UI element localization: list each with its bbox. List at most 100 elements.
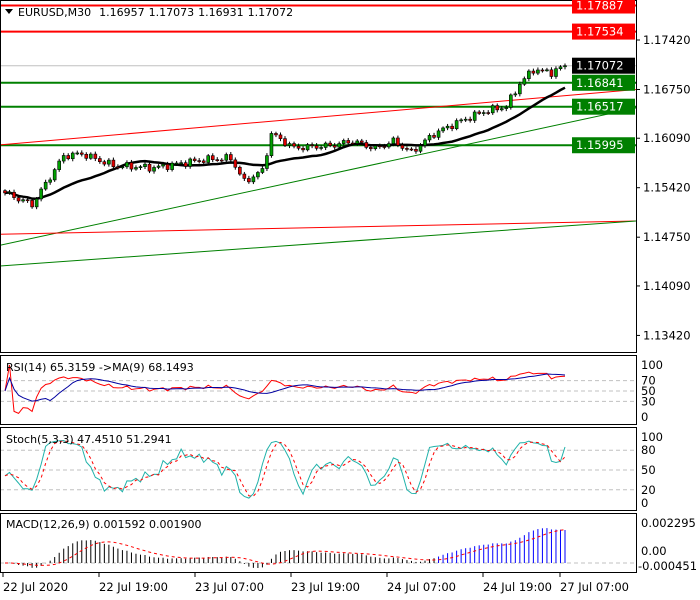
candle-body [323, 142, 328, 148]
price-label-bg [572, 74, 635, 91]
candle-body [305, 144, 310, 151]
candle-body [504, 107, 509, 109]
candle-body [174, 162, 179, 165]
price-tick-label: 1.13420 [643, 328, 691, 342]
candle-body [287, 143, 292, 146]
candle-body [79, 152, 84, 155]
candle-body [423, 139, 427, 146]
candle-body [563, 65, 567, 68]
stoch-tick-label: 80 [641, 443, 656, 457]
candle-body [274, 133, 278, 136]
candle-body [554, 68, 558, 77]
candle-body [107, 159, 111, 165]
candle-body [152, 167, 156, 172]
candle-body [522, 78, 527, 85]
candle-body [387, 143, 391, 148]
candle-body [188, 158, 192, 167]
candle-body [369, 147, 373, 150]
candle-body [39, 188, 43, 200]
rsi-title: RSI(14) 65.3159 ->MA(9) 68.1493 [6, 361, 194, 374]
candle-body [441, 127, 445, 132]
candle-body [477, 111, 481, 114]
panel-frame [0, 427, 637, 511]
candle-body [7, 191, 12, 194]
candle-body [549, 69, 554, 77]
stoch-signal-line [4, 440, 566, 497]
candle-body [215, 159, 220, 161]
trend-line [0, 220, 637, 235]
candle-body [400, 144, 405, 149]
time-tick-label: 23 Jul 07:00 [195, 580, 264, 594]
candle-body [16, 197, 21, 202]
panel-frame [0, 0, 637, 353]
candle-body [21, 199, 25, 202]
candle-body [143, 163, 147, 167]
bid-price-label: 1.17072 [576, 59, 624, 73]
candle-body [201, 160, 206, 163]
candle-body [405, 148, 409, 150]
macd-signal-line [4, 529, 566, 566]
candle-body [355, 140, 360, 144]
candle-body [89, 153, 93, 159]
candle-body [283, 138, 287, 146]
candle-body [332, 145, 337, 148]
candle-body [472, 111, 477, 121]
candle-body [25, 199, 30, 202]
candle-body [116, 166, 120, 168]
candle-body [93, 153, 98, 159]
candle-body [120, 166, 125, 169]
candle-body [382, 146, 387, 148]
candle-body [129, 162, 134, 170]
bid-label-bg [572, 57, 635, 74]
candle-body [219, 159, 224, 162]
macd-title: MACD(12,26,9) 0.001592 0.001900 [6, 518, 202, 531]
price-level-label: 1.15995 [576, 138, 624, 152]
candle-body [509, 94, 513, 108]
candle-body [84, 153, 89, 159]
candle-body [518, 83, 522, 95]
price-tick-label: 1.17420 [643, 33, 691, 47]
candle-body [513, 93, 518, 96]
chart-header: EURUSD,M30 1.16957 1.17073 1.16931 1.17072 [18, 6, 293, 19]
time-tick-label: 27 Jul 07:00 [560, 580, 629, 594]
candle-body [242, 173, 247, 179]
candle-body [134, 167, 138, 170]
candle-body [197, 160, 201, 162]
price-level-label: 1.17887 [576, 0, 624, 13]
candle-body [256, 172, 260, 178]
candle-body [30, 200, 34, 208]
price-tick-label: 1.14090 [643, 279, 691, 293]
candle-body [364, 142, 369, 148]
candle-body [391, 137, 396, 144]
candle-body [238, 166, 242, 175]
candle-body [436, 130, 441, 138]
candle-body [224, 154, 229, 161]
candle-body [346, 140, 351, 144]
candle-body [445, 125, 450, 129]
candle-body [350, 142, 355, 145]
rsi-line [4, 364, 566, 415]
macd-tick-label: -0.000451 [638, 559, 697, 573]
candle-body [495, 105, 500, 111]
stoch-title: Stoch(5,3,3) 47.4510 51.2941 [6, 433, 172, 446]
collapse-arrow-icon[interactable] [5, 9, 13, 14]
price-label-bg [572, 0, 635, 14]
candle-body [265, 155, 269, 169]
candle-body [301, 147, 305, 151]
macd-panel [0, 528, 636, 568]
candle-body [229, 154, 233, 161]
candle-body [536, 69, 540, 74]
candle-body [269, 133, 274, 156]
price-level-label: 1.17534 [576, 25, 624, 39]
rsi-tick-label: 70 [641, 374, 656, 388]
candle-body [192, 158, 197, 161]
candle-body [373, 145, 378, 150]
candle-body [314, 145, 319, 149]
panel-frame [0, 513, 637, 573]
candle-body [359, 140, 364, 143]
candle-body [75, 152, 80, 155]
time-tick-label: 23 Jul 19:00 [291, 580, 360, 594]
